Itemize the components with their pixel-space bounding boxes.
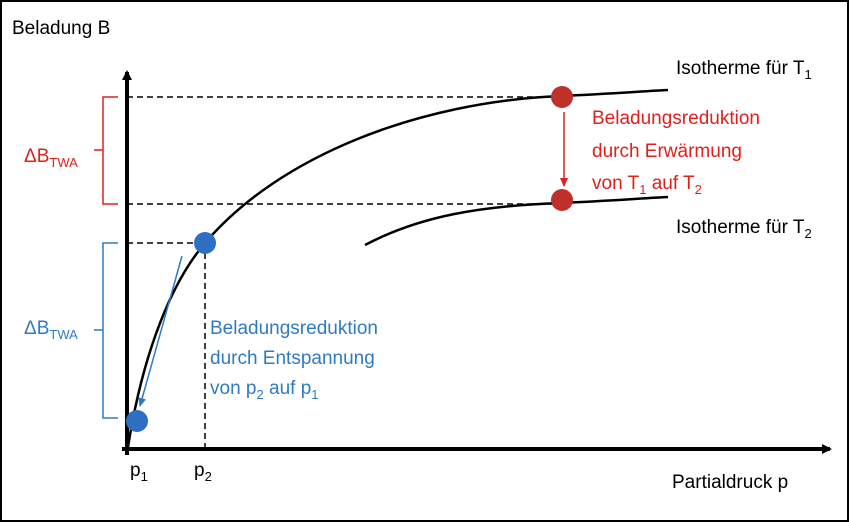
bracket (94, 96, 118, 205)
y-axis-label: Beladung B (12, 18, 110, 39)
guides (127, 96, 560, 447)
isotherm-curve (364, 195, 669, 247)
arrow (138, 255, 183, 407)
point (551, 189, 573, 211)
tick-label: p2 (194, 460, 212, 484)
annotation: von T1 auf T2 (592, 173, 702, 197)
x-axis-label: Partialdruck p (672, 472, 788, 493)
tick-label: p1 (130, 460, 148, 484)
isotherm-label: Isotherme für T2 (676, 217, 812, 241)
delta-label: ΔBTWA (24, 318, 78, 342)
annotation: Beladungsreduktion (210, 318, 378, 339)
point (551, 86, 573, 108)
point (126, 410, 148, 432)
isotherm-curve (126, 88, 669, 448)
bracket (94, 242, 118, 419)
annotation: von p2 auf p1 (210, 378, 319, 402)
annotation: Beladungsreduktion (592, 108, 760, 129)
isotherm-label: Isotherme für T1 (676, 58, 812, 82)
annotation: durch Entspannung (210, 348, 375, 369)
delta-label: ΔBTWA (24, 146, 78, 170)
point (194, 232, 216, 254)
annotation: durch Erwärmung (592, 141, 742, 162)
